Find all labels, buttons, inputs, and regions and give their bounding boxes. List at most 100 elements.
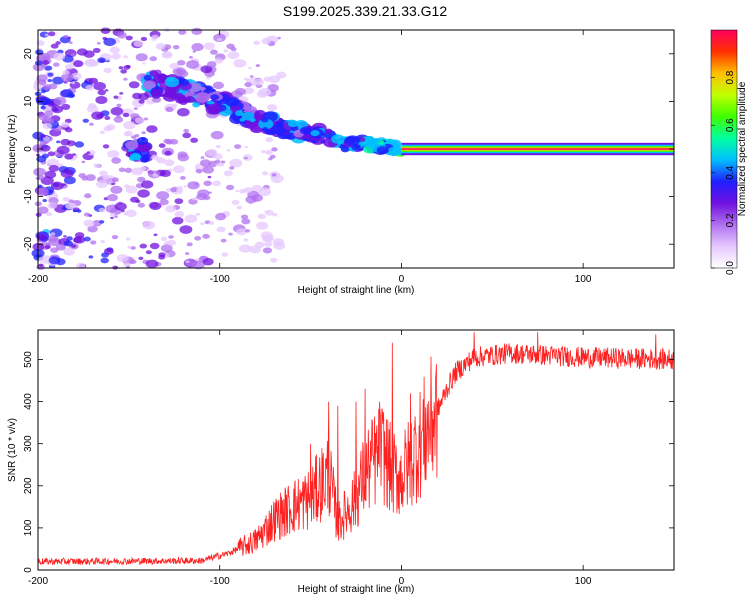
spectrogram-cell (170, 187, 178, 193)
spectrogram-cell (228, 232, 233, 236)
spectrogram-cell (180, 176, 186, 180)
spectrogram-cell (231, 199, 240, 206)
spectrogram-cell (192, 101, 201, 108)
spectrogram-cell (200, 65, 213, 74)
spectrogram-cell (264, 241, 273, 247)
spectrogram-cell (64, 63, 74, 70)
spectrogram-cell (171, 216, 184, 225)
spectrogram-cell (234, 144, 242, 149)
spectrogram-cell (138, 99, 145, 104)
spectrogram-cell (268, 157, 273, 161)
spectrogram-cell (55, 243, 66, 251)
spectrogram-cell (81, 160, 86, 164)
spectrogram-y-tick-label: 0 (23, 146, 34, 152)
spectrogram-carrier-band (401, 148, 674, 150)
spectrogram-cell (110, 216, 114, 220)
spectrogram-cell (123, 55, 129, 59)
spectrogram-cell (114, 215, 118, 218)
spectrogram-cell (271, 147, 278, 152)
spectrogram-cell (244, 120, 258, 129)
spectrogram-cell (111, 235, 119, 240)
spectrogram-cell (214, 159, 221, 164)
spectrogram-cell (63, 247, 75, 256)
spectrogram-cell (277, 36, 281, 40)
spectrogram-cell (37, 175, 45, 181)
spectrogram-cell (102, 174, 110, 180)
spectrogram-cell (210, 130, 224, 140)
spectrogram-cell (40, 105, 46, 110)
spectrogram-cell (42, 60, 50, 65)
spectrogram-cell (263, 76, 272, 82)
spectrogram-cell (135, 53, 148, 62)
spectrogram-cell (53, 52, 66, 61)
spectrogram-cell (210, 49, 218, 55)
spectrogram-cell (117, 31, 127, 39)
spectrogram-cell (50, 43, 59, 49)
spectrogram-cell (164, 159, 175, 167)
spectrogram-cell (191, 197, 197, 201)
spectrogram-cell (223, 170, 233, 177)
spectrogram-cell (169, 62, 180, 70)
spectrogram-cell (240, 214, 249, 220)
spectrogram-cell (123, 121, 136, 130)
spectrogram-cell (236, 228, 247, 236)
spectrogram-cell (56, 145, 70, 155)
spectrogram-cell (113, 95, 119, 99)
spectrogram-cell (91, 111, 104, 120)
spectrogram-cell (229, 158, 243, 168)
spectrogram-cell (104, 89, 109, 92)
spectrogram-cell (248, 66, 252, 70)
spectrogram-cell (71, 72, 82, 80)
spectrogram-y-label: Frequency (Hz) (7, 115, 18, 184)
spectrogram-cell (162, 51, 172, 58)
spectrogram-cell (256, 221, 269, 230)
spectrogram-cell (163, 241, 169, 245)
spectrogram-cell (47, 158, 60, 167)
spectrogram-cell (36, 234, 47, 241)
spectrogram-cell (220, 160, 226, 164)
spectrogram-cell (191, 27, 203, 35)
spectrogram-cell (61, 206, 66, 210)
snr-y-tick-label: 0 (23, 567, 34, 573)
snr-y-tick-label: 400 (23, 393, 34, 410)
spectrogram-cell (63, 176, 76, 185)
spectrogram-cell (48, 256, 61, 265)
snr-y-tick-label: 300 (23, 435, 34, 452)
spectrogram-x-tick-label: -200 (28, 274, 48, 285)
spectrogram-cell (125, 140, 139, 150)
spectrogram-cell (177, 70, 189, 78)
spectrogram-cell (84, 80, 88, 83)
snr-x-tick-label: -100 (210, 576, 230, 587)
spectrogram-cell (100, 27, 111, 34)
spectrogram-cell (258, 87, 272, 97)
spectrogram-cells (31, 27, 674, 271)
spectrogram-cell (42, 84, 52, 91)
spectrogram-cell (229, 102, 236, 106)
spectrogram-cell (123, 65, 131, 70)
spectrogram-cell (236, 205, 243, 210)
spectrogram-cell (206, 61, 217, 68)
spectrogram-cell (186, 242, 193, 247)
colorbar-tick-label: 0.8 (725, 70, 736, 84)
spectrogram-cell (113, 116, 124, 123)
spectrogram-cell (376, 146, 389, 155)
spectrogram-cell (262, 247, 273, 254)
spectrogram-cell (267, 84, 279, 92)
spectrogram-cell (36, 74, 48, 82)
spectrogram-cell (74, 141, 85, 148)
spectrogram-cell (125, 35, 133, 41)
spectrogram-cell (207, 175, 212, 179)
spectrogram-cell (102, 144, 110, 149)
spectrogram-cell (177, 153, 190, 162)
spectrogram-cell (203, 42, 216, 50)
spectrogram-cell (191, 260, 205, 270)
snr-x-label: Height of straight line (km) (298, 584, 415, 595)
spectrogram-cell (199, 159, 212, 167)
spectrogram-cell (89, 60, 99, 67)
spectrogram-cell (82, 118, 89, 123)
spectrogram-cell (37, 206, 49, 214)
spectrogram-cell (61, 183, 67, 187)
spectrogram-cell (72, 209, 77, 213)
spectrogram-cell (123, 132, 130, 137)
spectrogram-cell (139, 243, 147, 249)
